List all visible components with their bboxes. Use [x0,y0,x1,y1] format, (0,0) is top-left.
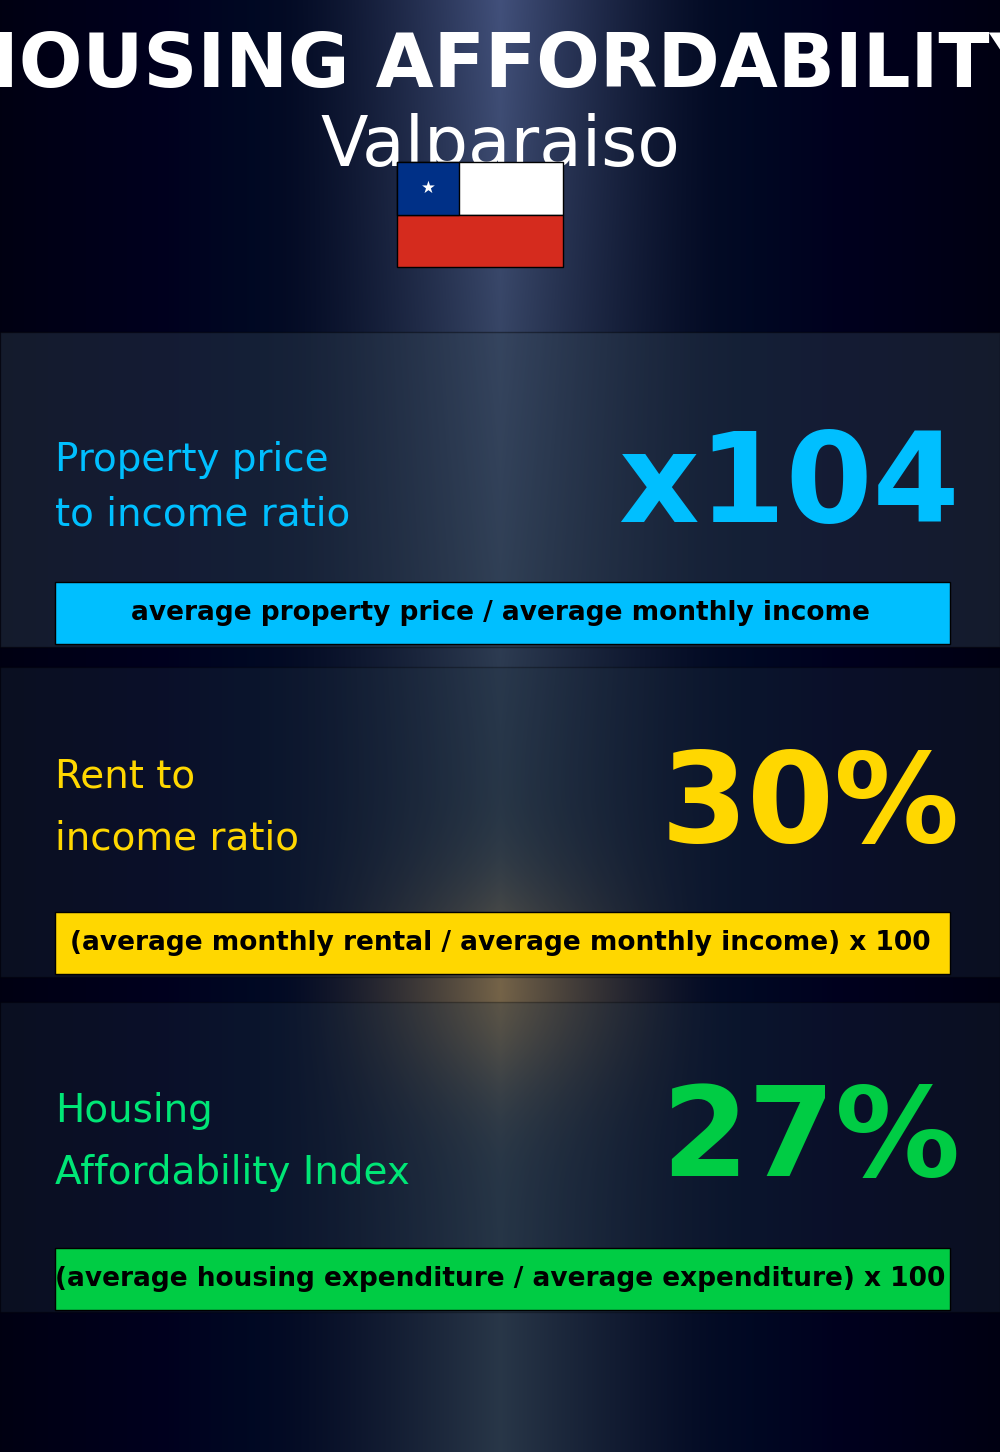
Text: 27%: 27% [661,1082,960,1202]
FancyBboxPatch shape [55,912,950,974]
FancyBboxPatch shape [0,1002,1000,1313]
FancyBboxPatch shape [397,215,562,267]
FancyBboxPatch shape [55,1249,950,1310]
FancyBboxPatch shape [397,163,562,215]
Text: 30%: 30% [661,746,960,867]
Text: (average housing expenditure / average expenditure) x 100: (average housing expenditure / average e… [55,1266,945,1292]
Text: Property price
to income ratio: Property price to income ratio [55,441,350,533]
Text: HOUSING AFFORDABILITY: HOUSING AFFORDABILITY [0,30,1000,103]
Text: (average monthly rental / average monthly income) x 100: (average monthly rental / average monthl… [70,929,930,955]
Text: ★: ★ [421,179,435,196]
Text: x104: x104 [618,427,960,547]
FancyBboxPatch shape [0,333,1000,648]
Text: average property price / average monthly income: average property price / average monthly… [131,600,869,626]
FancyBboxPatch shape [55,582,950,645]
FancyBboxPatch shape [397,163,459,215]
Text: Housing
Affordability Index: Housing Affordability Index [55,1092,410,1192]
Text: Rent to
income ratio: Rent to income ratio [55,756,299,857]
Text: Valparaiso: Valparaiso [320,113,680,180]
FancyBboxPatch shape [0,666,1000,977]
